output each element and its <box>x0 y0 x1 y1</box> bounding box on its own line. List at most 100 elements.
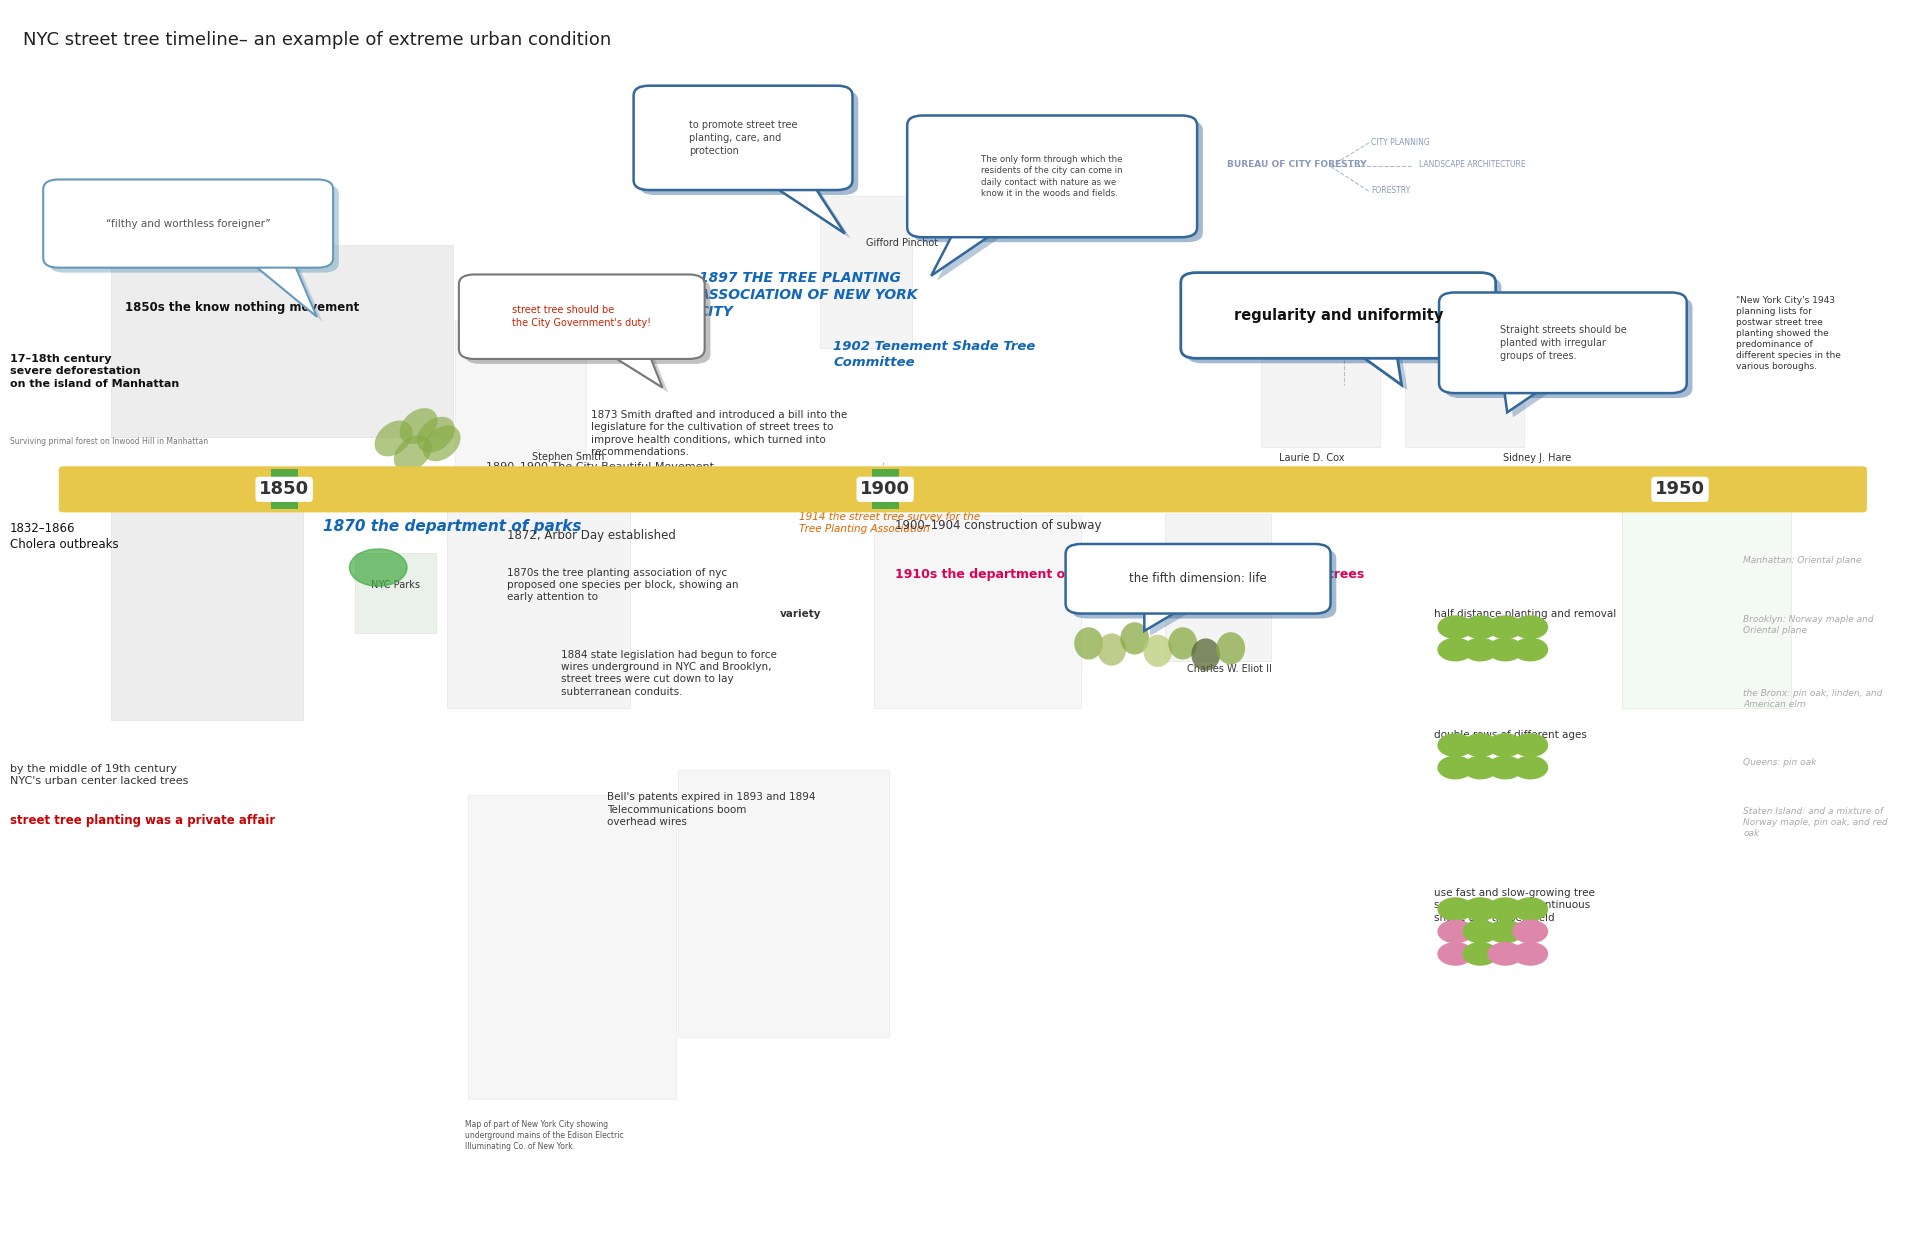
Polygon shape <box>937 232 1008 281</box>
Polygon shape <box>770 185 851 238</box>
Text: LANDSCAPE ARCHITECTURE: LANDSCAPE ARCHITECTURE <box>1419 160 1526 169</box>
Text: “filthy and worthless foreigner”: “filthy and worthless foreigner” <box>106 219 271 229</box>
Bar <box>1165 514 1271 661</box>
Circle shape <box>349 549 407 586</box>
Text: 1900: 1900 <box>860 481 910 498</box>
Circle shape <box>1488 616 1523 638</box>
Bar <box>1261 304 1380 447</box>
Text: Charles W. Eliot II: Charles W. Eliot II <box>1187 664 1271 674</box>
Circle shape <box>1438 638 1473 661</box>
Text: Staten Island: and a mixture of
Norway maple, pin oak, and red
oak: Staten Island: and a mixture of Norway m… <box>1743 807 1887 838</box>
Polygon shape <box>1503 384 1549 412</box>
FancyBboxPatch shape <box>1444 298 1693 397</box>
FancyBboxPatch shape <box>1071 549 1336 619</box>
Ellipse shape <box>1096 633 1125 666</box>
Text: BUREAU OF CITY FORESTRY: BUREAU OF CITY FORESTRY <box>1227 160 1367 169</box>
FancyBboxPatch shape <box>908 116 1198 237</box>
Bar <box>1405 304 1524 447</box>
FancyBboxPatch shape <box>914 120 1202 242</box>
Ellipse shape <box>374 421 413 456</box>
Text: 1890–1900 The City Beautiful Movement: 1890–1900 The City Beautiful Movement <box>486 462 714 472</box>
Text: by the middle of 19th century
NYC's urban center lacked trees: by the middle of 19th century NYC's urba… <box>10 764 188 786</box>
Polygon shape <box>252 263 323 322</box>
Text: 1870s the tree planting association of nyc
proposed one species per block, showi: 1870s the tree planting association of n… <box>507 568 739 602</box>
Text: the Bronx: pin oak, linden, and
American elm: the Bronx: pin oak, linden, and American… <box>1743 689 1884 709</box>
FancyBboxPatch shape <box>639 91 858 195</box>
Circle shape <box>1488 638 1523 661</box>
Circle shape <box>1513 734 1548 756</box>
Text: double rows of different ages: double rows of different ages <box>1434 730 1588 740</box>
Ellipse shape <box>422 426 461 461</box>
Text: street tree should be
the City Government's duty!: street tree should be the City Governmen… <box>513 306 651 328</box>
Polygon shape <box>246 258 317 317</box>
Text: Gifford Pinchot: Gifford Pinchot <box>866 238 939 248</box>
Text: Queens: pin oak: Queens: pin oak <box>1743 758 1816 766</box>
Circle shape <box>1488 734 1523 756</box>
Text: Map of part of New York City showing
underground mains of the Edison Electric
Il: Map of part of New York City showing und… <box>465 1120 624 1151</box>
Text: 1884 state legislation had begun to force
wires underground in NYC and Brooklyn,: 1884 state legislation had begun to forc… <box>561 650 776 697</box>
Bar <box>111 245 453 437</box>
Circle shape <box>1438 920 1473 943</box>
FancyBboxPatch shape <box>1187 278 1501 363</box>
Ellipse shape <box>417 417 455 452</box>
FancyBboxPatch shape <box>459 274 705 359</box>
Circle shape <box>1463 898 1498 920</box>
Text: variety: variety <box>780 609 822 619</box>
Circle shape <box>1463 616 1498 638</box>
Text: NYC street tree timeline– an example of extreme urban condition: NYC street tree timeline– an example of … <box>23 31 611 48</box>
Ellipse shape <box>1167 627 1198 660</box>
Text: Surviving primal forest on Inwood Hill in Manhattan: Surviving primal forest on Inwood Hill i… <box>10 437 207 446</box>
Text: 1914 the street tree survey for the
Tree Planting Association: 1914 the street tree survey for the Tree… <box>799 512 979 534</box>
Bar <box>1622 472 1791 708</box>
Text: 17–18th century
severe deforestation
on the island of Manhattan: 17–18th century severe deforestation on … <box>10 354 179 389</box>
Text: FORESTRY: FORESTRY <box>1371 186 1409 195</box>
Text: street tree planting was a private affair: street tree planting was a private affai… <box>10 814 275 826</box>
Circle shape <box>1513 943 1548 965</box>
Polygon shape <box>1150 609 1196 636</box>
Circle shape <box>1513 898 1548 920</box>
Text: Sidney J. Hare: Sidney J. Hare <box>1503 453 1572 463</box>
FancyBboxPatch shape <box>50 185 340 273</box>
Ellipse shape <box>1119 622 1148 655</box>
Bar <box>271 469 298 509</box>
Polygon shape <box>601 349 662 388</box>
Circle shape <box>1488 920 1523 943</box>
Bar <box>447 484 630 708</box>
Bar <box>355 553 436 633</box>
FancyBboxPatch shape <box>1181 273 1496 358</box>
FancyBboxPatch shape <box>465 279 710 364</box>
Polygon shape <box>1144 604 1190 631</box>
Polygon shape <box>764 180 845 233</box>
Text: Stephen Smith: Stephen Smith <box>532 452 605 462</box>
Text: use fast and slow-growing tree
species to provide continuous
shade and timber yi: use fast and slow-growing tree species t… <box>1434 888 1596 923</box>
Circle shape <box>1488 756 1523 779</box>
Text: The only form through which the
residents of the city can come in
daily contact : The only form through which the resident… <box>981 155 1123 197</box>
Polygon shape <box>1356 353 1407 390</box>
Bar <box>468 795 676 1099</box>
Text: 1870 the department of parks: 1870 the department of parks <box>323 519 582 534</box>
Text: Brooklyn: Norway maple and
Oriental plane: Brooklyn: Norway maple and Oriental plan… <box>1743 615 1874 635</box>
Text: half distance planting and removal: half distance planting and removal <box>1434 609 1617 619</box>
Ellipse shape <box>1190 638 1221 671</box>
Text: regularity and uniformity: regularity and uniformity <box>1233 308 1444 323</box>
Text: 1832–1866
Cholera outbreaks: 1832–1866 Cholera outbreaks <box>10 522 119 550</box>
Polygon shape <box>607 354 668 392</box>
FancyBboxPatch shape <box>42 180 334 268</box>
Ellipse shape <box>1142 635 1171 667</box>
Bar <box>872 469 899 509</box>
Text: the fifth dimension: life: the fifth dimension: life <box>1129 573 1267 585</box>
FancyBboxPatch shape <box>1440 293 1686 392</box>
Text: to promote street tree
planting, care, and
protection: to promote street tree planting, care, a… <box>689 120 797 155</box>
Text: 1900–1904 construction of subway: 1900–1904 construction of subway <box>895 519 1102 532</box>
FancyBboxPatch shape <box>60 467 1866 512</box>
Bar <box>678 770 889 1037</box>
Text: 1850s the know nothing movement: 1850s the know nothing movement <box>125 301 359 313</box>
Bar <box>111 484 303 720</box>
Text: Manhattan: Oriental plane: Manhattan: Oriental plane <box>1743 556 1862 565</box>
Text: 1850: 1850 <box>259 481 309 498</box>
Bar <box>820 196 912 348</box>
Text: Straight streets should be
planted with irregular
groups of trees.: Straight streets should be planted with … <box>1500 325 1626 360</box>
Text: "New York City's 1943
planning lists for
postwar street tree
planting showed the: "New York City's 1943 planning lists for… <box>1736 296 1841 371</box>
Circle shape <box>1488 898 1523 920</box>
Ellipse shape <box>394 436 432 471</box>
